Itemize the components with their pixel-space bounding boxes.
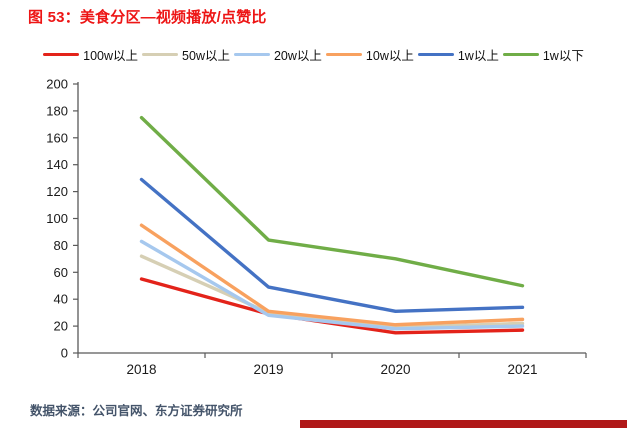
x-axis-tick-label: 2021 [507,362,537,377]
y-axis-tick-label: 20 [54,319,68,334]
series-line-1 [139,254,525,330]
legend-item-2: 20w以上 [233,45,322,64]
y-axis-tick-label: 80 [54,238,68,253]
legend-label: 10w以上 [365,49,414,63]
figure-title: 图 53：美食分区—视频播放/点赞比 [28,9,267,26]
legend-swatch-icon [142,52,179,57]
y-axis-tick-label: 160 [46,130,68,145]
series-line-5 [139,115,525,288]
legend-item-1: 50w以上 [142,45,230,64]
legend-item-3: 10w以上 [325,45,414,64]
legend-swatch-icon [417,52,454,57]
data-source-note: 数据来源：公司官网、东方证券研究所 [30,404,243,418]
y-axis-tick-label: 120 [46,184,68,199]
series-line-4 [139,177,525,314]
legend-swatch-icon [43,52,80,57]
legend-swatch-icon [325,52,362,57]
legend-swatch-icon [233,52,270,57]
x-axis-tick-label: 2020 [380,362,410,377]
legend-label: 1w以上 [457,49,499,63]
y-axis-tick-label: 180 [46,103,68,118]
x-axis-tick-label: 2018 [126,362,156,377]
legend-item-5: 1w以下 [502,45,584,64]
y-axis-tick-label: 60 [54,265,68,280]
series-line-3 [139,223,525,327]
x-axis-tick-label: 2019 [253,362,283,377]
legend-label: 20w以上 [273,49,322,63]
legend-label: 50w以上 [182,49,230,63]
y-axis-tick-label: 200 [46,77,68,92]
footer-accent-bar [300,420,627,428]
series-line-2 [139,239,525,331]
y-axis-tick-label: 0 [61,346,68,361]
y-axis-tick-label: 140 [46,157,68,172]
y-axis-tick-label: 100 [46,211,68,226]
legend-label: 100w以上 [83,49,139,63]
y-axis-tick-label: 40 [54,292,68,307]
chart-legend: 100w以上 50w以上 20w以上 10w以上 1w以上 1w以下 [0,45,627,64]
legend-swatch-icon [502,52,539,57]
legend-item-0: 100w以上 [43,45,138,64]
legend-item-4: 1w以上 [417,45,499,64]
legend-label: 1w以下 [542,49,584,63]
